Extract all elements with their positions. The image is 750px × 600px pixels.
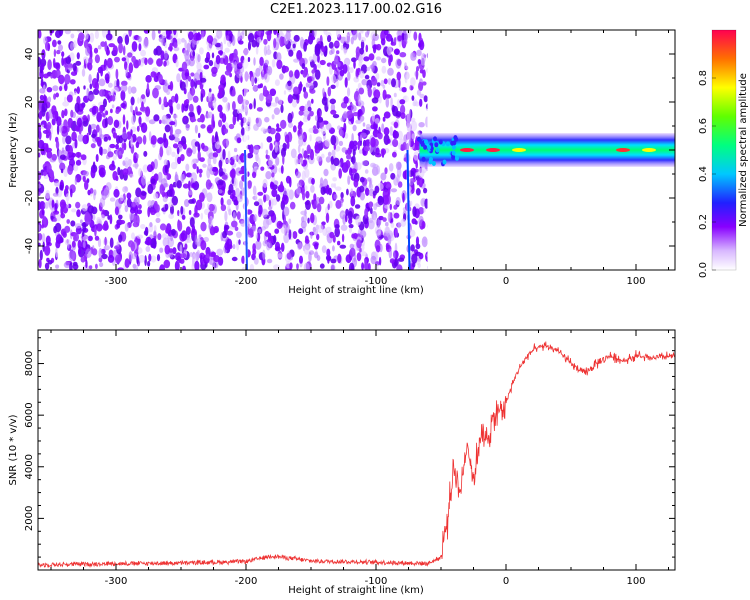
colorbar-tick-label: 0.6	[698, 118, 709, 134]
colorbar-tick-label: 0.8	[698, 70, 709, 86]
colorbar-tick-labels: 0.0 0.2 0.4 0.6 0.8	[698, 70, 716, 278]
x-tick-label: -100	[365, 576, 388, 587]
x-tick-label: -300	[105, 576, 128, 587]
colorbar-tick-label: 0.0	[698, 262, 709, 278]
figure-title: C2E1.2023.117.00.02.G16	[269, 2, 443, 17]
snr-y-axis-label: SNR (10 * v/v)	[8, 414, 19, 485]
y-tick-label: 4000	[24, 454, 35, 479]
x-tick-label: 100	[626, 576, 645, 587]
snr-x-axis-label: Height of straight line (km)	[288, 585, 424, 596]
spectrogram-x-tick-labels: -300 -200 -100 0 100	[105, 276, 646, 287]
spectrogram-image	[38, 30, 675, 270]
spectrogram-x-axis-label: Height of straight line (km)	[288, 285, 424, 296]
y-tick-label: 2000	[24, 506, 35, 531]
y-tick-label: -20	[24, 190, 35, 206]
colorbar-tick-label: 0.2	[698, 214, 709, 230]
snr-frame	[37, 329, 676, 571]
colorbar-label: Normalized spectral amplitude	[738, 73, 749, 227]
y-tick-label: -40	[24, 238, 35, 254]
x-tick-label: -200	[235, 276, 258, 287]
x-tick-label: -200	[235, 576, 258, 587]
colorbar-frame	[711, 29, 737, 271]
y-tick-label: 20	[24, 96, 35, 109]
snr-x-tick-labels: -300 -200 -100 0 100	[105, 576, 646, 587]
spectrogram-y-tick-labels: -40 -20 0 20 40	[24, 48, 35, 255]
x-tick-label: -100	[365, 276, 388, 287]
y-tick-label: 8000	[24, 351, 35, 376]
y-tick-label: 40	[24, 48, 35, 61]
x-tick-label: 0	[503, 276, 509, 287]
colorbar	[712, 30, 736, 270]
y-tick-label: 6000	[24, 402, 35, 427]
colorbar-tick-label: 0.4	[698, 166, 709, 182]
spectrogram-ticks	[38, 29, 675, 271]
snr-series-line	[38, 341, 675, 569]
spectrogram-y-axis-label: Frequency (Hz)	[8, 112, 19, 188]
x-tick-label: 100	[626, 276, 645, 287]
x-tick-label: -300	[105, 276, 128, 287]
snr-y-tick-labels: 2000 4000 6000 8000	[24, 351, 35, 531]
y-tick-label: 0	[24, 147, 35, 153]
x-tick-label: 0	[503, 576, 509, 587]
snr-ticks	[38, 330, 675, 571]
snr-line-plot	[38, 341, 675, 569]
